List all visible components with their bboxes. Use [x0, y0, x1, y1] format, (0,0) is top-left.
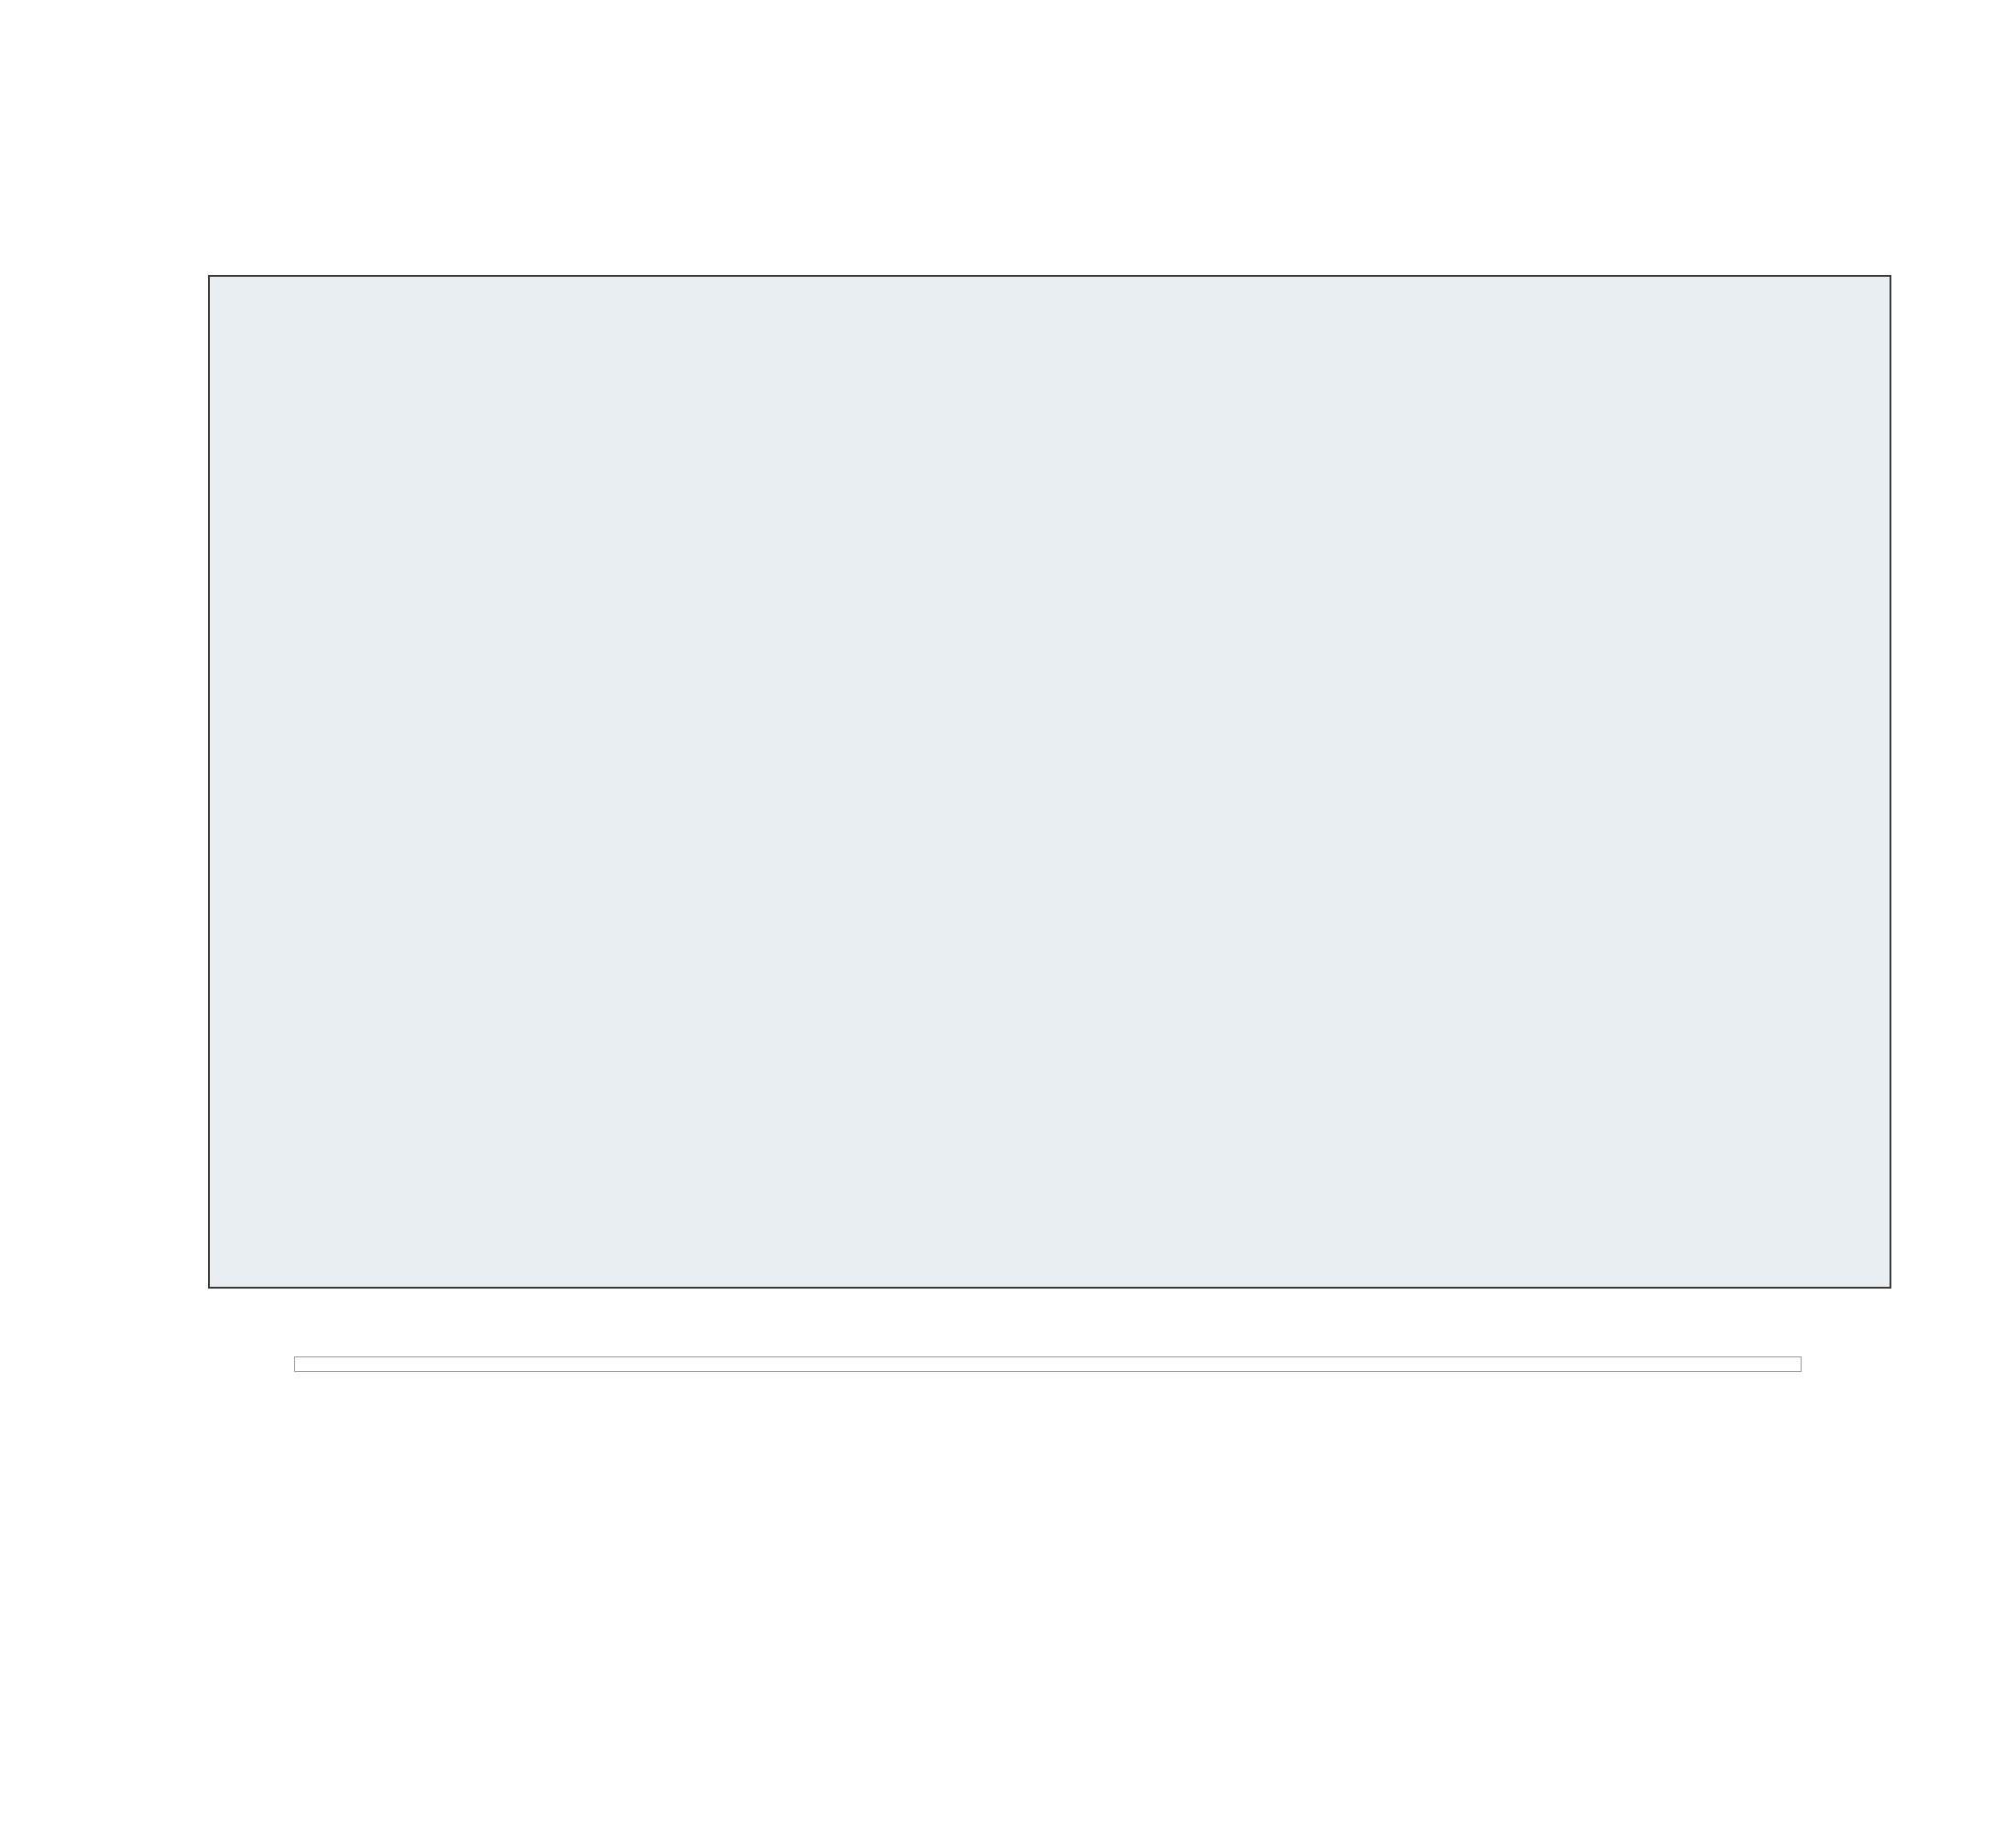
chart-title: [208, 222, 1888, 269]
country-borders-overlay: [210, 277, 1890, 1287]
map-plot-area: [208, 275, 1891, 1289]
field-canvas: [210, 277, 1890, 1287]
colorbar: [294, 1356, 1802, 1372]
